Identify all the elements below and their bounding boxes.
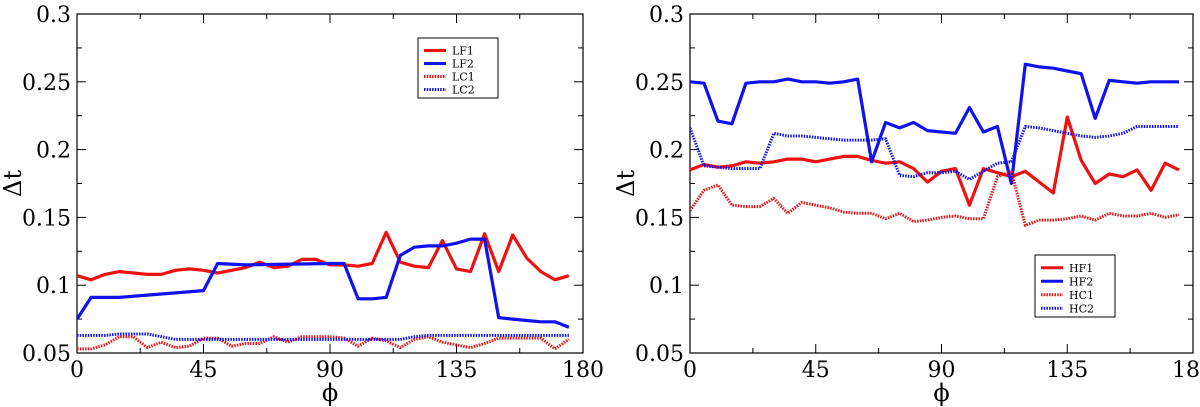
- chart0-ytick-label: 0.2: [36, 139, 71, 164]
- chart0-plot-frame: [76, 13, 584, 354]
- chart0-xtick-label: 135: [436, 358, 478, 383]
- chart1-legend-label-hf2: HF2: [1069, 275, 1093, 288]
- chart1-legend: [1034, 254, 1116, 318]
- chart0-xtick-label: 90: [316, 358, 344, 383]
- chart1-ytick-label: 0.2: [649, 139, 684, 164]
- chart-right-panel: 0 45 90 135 180 0.05 0.1 0.15 0.2 0.25 0.3 ϕ Δt HF1HF…: [612, 3, 1200, 407]
- chart1-plot-frame: [689, 13, 1194, 354]
- chart1-xtick-label: 180: [1172, 358, 1200, 383]
- chart0-xtick-label: 180: [562, 358, 604, 383]
- chart1-legend-label-hc1: HC1: [1069, 289, 1094, 302]
- chart1-legend-label-hf1: HF1: [1069, 262, 1093, 275]
- chart0-series-lf1: [77, 230, 570, 282]
- chart1-ytick-label: 0.15: [635, 206, 684, 231]
- chart0-legend-label-lf1: LF1: [452, 45, 474, 58]
- chart1-xtick-label: 0: [683, 358, 697, 383]
- chart0-ytick-label: 0.25: [22, 71, 71, 96]
- chart0-legend-label-lf2: LF2: [452, 58, 474, 71]
- chart0-xtick-label: 0: [70, 358, 84, 383]
- chart1-xtick-label: 90: [928, 358, 956, 383]
- chart1-xtick-label: 45: [802, 358, 830, 383]
- chart-left-panel: 0 45 90 135 180 0.05 0.1 0.15 0.2 0.25 0.3 ϕ Δt LF1LF…: [0, 3, 604, 407]
- chart1-legend-label-hc2: HC2: [1069, 302, 1094, 315]
- chart0-ytick-label: 0.1: [36, 274, 71, 299]
- chart1-ytick-label: 0.25: [635, 71, 684, 96]
- chart1-series-hf2: [690, 62, 1179, 186]
- chart1-xtick-label: 135: [1046, 358, 1088, 383]
- chart1-ytick-label: 0.05: [635, 342, 684, 367]
- chart0-ytick-label: 0.3: [36, 3, 71, 28]
- chart1-y-axis-label: Δt: [612, 170, 640, 197]
- chart0-series-lc1: [77, 335, 570, 351]
- chart0-x-axis-label: ϕ: [322, 379, 338, 407]
- chart0-y-axis-label: Δt: [0, 170, 27, 197]
- chart1-series-hf1: [690, 115, 1180, 207]
- chart1-x-axis-label: ϕ: [933, 379, 949, 407]
- chart0-ytick-label: 0.05: [22, 342, 71, 367]
- chart0-ytick-label: 0.15: [22, 206, 71, 231]
- chart0-series-lf2: [77, 237, 570, 329]
- chart0-legend-label-lc2: LC2: [452, 84, 475, 97]
- chart0-series-lc2: [77, 332, 569, 341]
- chart1-series-hc1: [690, 169, 1180, 227]
- chart0-xtick-label: 45: [190, 358, 218, 383]
- chart1-series-hc2: [690, 125, 1179, 181]
- chart1-ytick-label: 0.1: [649, 274, 684, 299]
- chart0-legend: [417, 37, 499, 99]
- chart1-ytick-label: 0.3: [649, 3, 684, 28]
- chart0-legend-label-lc1: LC1: [452, 71, 475, 84]
